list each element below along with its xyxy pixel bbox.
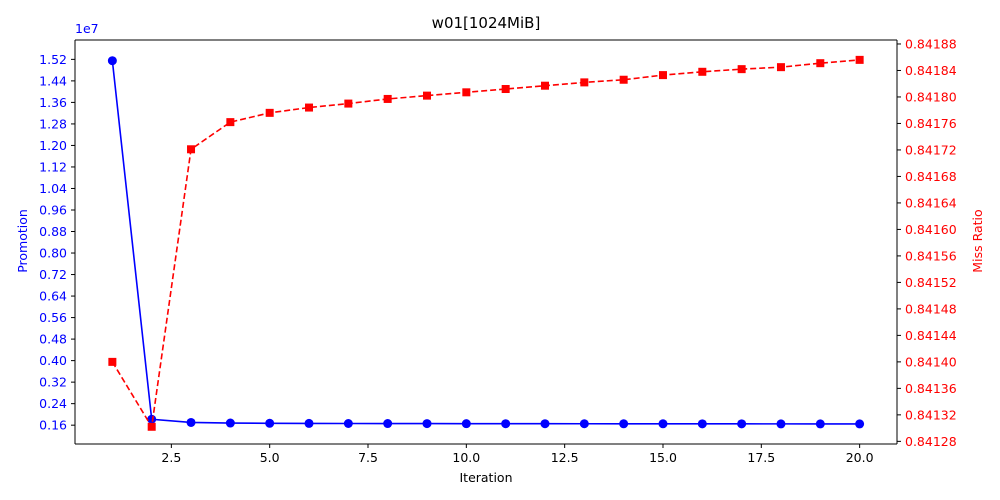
right-tick-label: 0.84168 [905,169,957,184]
left-tick-label: 0.96 [39,202,67,217]
chart-title: w01[1024MiB] [432,14,541,32]
data-point-right-16 [698,67,707,76]
series-line-right [111,59,860,430]
x-tick-label: 10.0 [452,450,480,465]
data-point-left-17 [737,419,747,429]
data-point-left-20 [855,419,865,429]
x-tick-label: 7.5 [358,450,378,465]
x-tick-label: 15.0 [649,450,677,465]
x-axis-title: Iteration [459,470,512,485]
left-tick-label: 1.20 [39,138,67,153]
left-tick-label: 0.32 [39,375,67,390]
right-tick-label: 0.84140 [905,354,957,369]
right-tick-label: 0.84156 [905,248,957,263]
left-axis-offset-text: 1e7 [75,21,99,36]
data-point-left-7 [343,419,353,429]
right-tick-label: 0.84180 [905,89,957,104]
data-point-left-15 [658,419,668,429]
data-point-left-12 [540,419,550,429]
data-point-right-18 [776,63,785,72]
data-point-left-8 [383,419,393,429]
data-point-left-13 [579,419,589,429]
right-tick-label: 0.84164 [905,195,957,210]
left-tick-label: 0.16 [39,418,67,433]
data-point-left-18 [776,419,786,429]
x-tick-label: 5.0 [260,450,280,465]
data-point-right-6 [305,103,314,112]
left-tick-label: 1.04 [39,181,67,196]
left-tick-label: 0.80 [39,246,67,261]
data-point-right-1 [108,357,117,366]
left-axis-title: Promotion [15,209,30,273]
data-point-left-16 [697,419,707,429]
data-point-right-8 [383,94,392,103]
right-tick-label: 0.84160 [905,222,957,237]
data-point-left-1 [107,56,117,66]
data-point-right-2 [147,422,156,431]
left-axis: 0.16 0.24 0.32 0.40 0.48 0.56 0.64 0.72 0.80 0.88… [39,40,76,444]
data-point-left-11 [501,419,511,429]
right-axis: 0.84128 0.84132 0.84136 0.84140 0.84144 0.841… [896,36,957,449]
data-point-left-9 [422,419,432,429]
data-point-right-11 [501,85,510,94]
left-tick-label: 0.48 [39,332,67,347]
data-point-left-14 [619,419,629,429]
left-tick-label: 1.44 [39,73,67,88]
left-tick-label: 0.64 [39,289,67,304]
left-tick-label: 1.52 [39,52,67,67]
data-point-right-9 [423,91,432,100]
data-point-right-12 [540,81,549,90]
left-tick-label: 0.24 [39,396,67,411]
data-point-left-10 [461,419,471,429]
data-point-left-6 [304,418,314,428]
x-tick-label: 2.5 [161,450,181,465]
x-tick-label: 17.5 [747,450,775,465]
right-tick-label: 0.84136 [905,381,957,396]
data-point-left-4 [225,418,235,428]
right-axis-title: Miss Ratio [970,209,985,272]
right-tick-label: 0.84188 [905,36,957,51]
data-point-right-14 [619,75,628,84]
x-tick-label: 12.5 [551,450,579,465]
right-tick-label: 0.84128 [905,434,957,449]
left-tick-label: 1.12 [39,159,67,174]
data-point-right-17 [737,65,746,74]
data-point-left-5 [265,418,275,428]
data-point-left-2 [147,414,157,424]
data-point-right-10 [462,88,471,97]
left-tick-label: 0.40 [39,353,67,368]
data-point-right-13 [580,78,589,87]
data-point-left-19 [815,419,825,429]
data-point-right-4 [226,118,235,127]
right-tick-label: 0.84152 [905,275,957,290]
left-tick-label: 1.36 [39,95,67,110]
left-tick-label: 0.72 [39,267,67,282]
right-tick-label: 0.84176 [905,116,957,131]
x-tick-label: 20.0 [846,450,874,465]
left-tick-label: 1.28 [39,116,67,131]
right-tick-label: 0.84148 [905,301,957,316]
data-point-right-15 [658,71,667,80]
right-tick-label: 0.84144 [905,328,957,343]
right-tick-label: 0.84132 [905,407,957,422]
data-point-right-7 [344,99,353,108]
data-point-right-3 [187,145,196,154]
data-point-right-19 [816,59,825,68]
series-line-left [111,60,860,425]
right-tick-label: 0.84172 [905,142,957,157]
left-tick-label: 0.56 [39,310,67,325]
data-point-right-5 [265,108,274,117]
x-axis: 2.5 5.0 7.5 10.0 12.5 15.0 17.5 20.0 [75,39,897,465]
data-point-left-3 [186,417,196,427]
right-tick-label: 0.84184 [905,63,957,78]
data-point-right-20 [855,55,864,64]
plot-area [107,55,865,431]
left-tick-label: 0.88 [39,224,67,239]
